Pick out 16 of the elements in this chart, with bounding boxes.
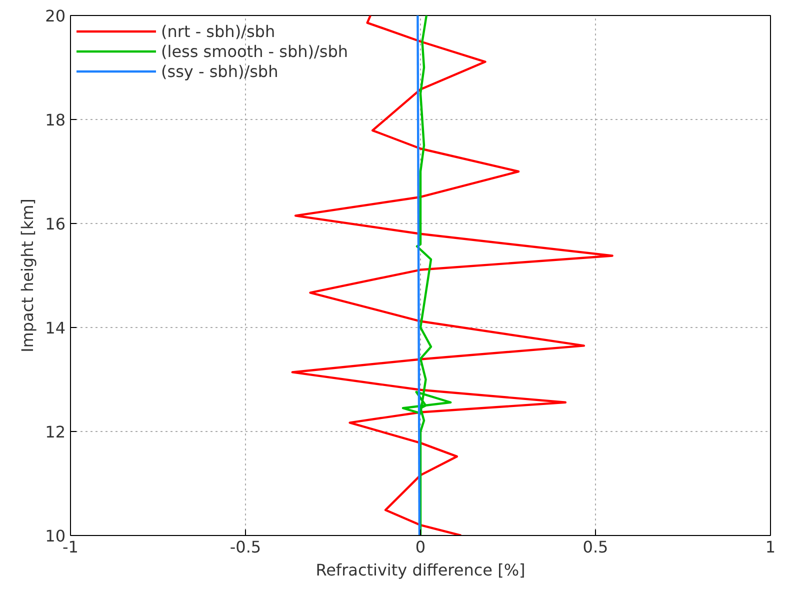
y-tick-label: 18 <box>45 110 66 130</box>
x-tick-label: 1 <box>765 538 776 556</box>
x-axis-title: Refractivity difference [%] <box>316 560 526 580</box>
y-tick-label: 12 <box>45 422 66 442</box>
legend-label: (less smooth - sbh)/sbh <box>161 42 348 60</box>
legend-label: (nrt - sbh)/sbh <box>161 22 276 40</box>
y-tick-label: 20 <box>45 6 66 26</box>
line-series <box>402 16 452 536</box>
y-tick-label: 16 <box>45 214 66 234</box>
x-tick-label: 0.5 <box>582 538 608 556</box>
y-tick-label: 10 <box>45 526 66 546</box>
x-tick-label: 0 <box>415 538 426 556</box>
legend-label: (ssy - sbh)/sbh <box>161 62 278 80</box>
x-tick-label: -0.5 <box>230 538 262 556</box>
y-axis-title: Impact height [km] <box>18 198 38 352</box>
y-tick-label: 14 <box>45 318 66 338</box>
